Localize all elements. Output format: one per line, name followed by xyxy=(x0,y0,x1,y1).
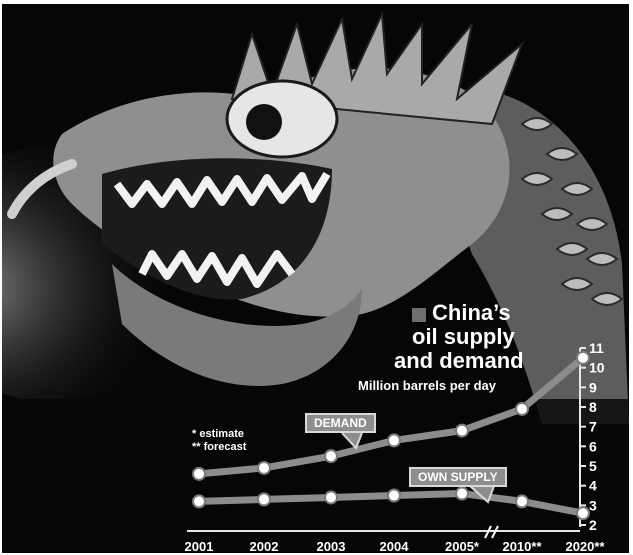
own-supply-point xyxy=(515,494,529,509)
y-tick-label: 10 xyxy=(589,360,605,376)
own-supply-point xyxy=(455,486,469,501)
x-tick-label: 2001 xyxy=(185,539,214,553)
x-tick-label: 2002 xyxy=(250,539,279,553)
y-tick-label: 4 xyxy=(589,478,597,494)
x-tick-label: 2003 xyxy=(317,539,346,553)
chart-title-line-1: China’s xyxy=(432,300,511,325)
y-tick-label: 2 xyxy=(589,517,597,533)
title-bullet xyxy=(412,308,426,322)
own-supply-point xyxy=(192,494,206,509)
chart-unit-label: Million barrels per day xyxy=(358,378,496,393)
own-supply-point xyxy=(387,488,401,503)
y-tick-label: 5 xyxy=(589,458,597,474)
legend-demand-label: DEMAND xyxy=(305,413,376,433)
demand-point xyxy=(257,460,271,475)
demand-point xyxy=(387,433,401,448)
demand-point xyxy=(515,401,529,416)
y-tick-label: 7 xyxy=(589,419,597,435)
y-tick-label: 6 xyxy=(589,438,597,454)
legend-own-supply-label: OWN SUPPLY xyxy=(409,467,507,487)
chart-title-line-2: oil supply xyxy=(412,324,515,349)
y-tick-label: 11 xyxy=(589,340,604,356)
own-supply-label-pointer xyxy=(469,485,495,504)
y-tick-label: 9 xyxy=(589,379,597,395)
own-supply-point xyxy=(324,490,338,505)
x-tick-label: 2020** xyxy=(565,539,605,553)
y-tick-label: 8 xyxy=(589,399,597,415)
series-line-demand xyxy=(195,354,587,478)
demand-point xyxy=(455,423,469,438)
demand-point xyxy=(324,449,338,464)
forecast-note: ** forecast xyxy=(192,441,247,453)
demand-point xyxy=(192,466,206,481)
demand-point xyxy=(576,350,590,365)
own-supply-point xyxy=(257,492,271,507)
y-tick-label: 3 xyxy=(589,497,597,513)
chart-title-line-3: and demand xyxy=(394,348,524,373)
own-supply-point xyxy=(576,506,590,521)
line-chart: 2 3 4 5 6 7 8 9 10 11 2001 2002 2003 2004 2005* 2010** 2… xyxy=(185,340,606,553)
demand-label-pointer xyxy=(341,432,363,450)
axis-break-mark xyxy=(484,525,499,539)
estimate-note: * estimate xyxy=(192,428,244,440)
x-tick-label: 2004 xyxy=(380,539,410,553)
x-tick-label: 2010** xyxy=(502,539,542,553)
chart-frame: China’s oil supply and demand Million ba… xyxy=(2,4,629,553)
x-tick-label: 2005* xyxy=(445,539,480,553)
